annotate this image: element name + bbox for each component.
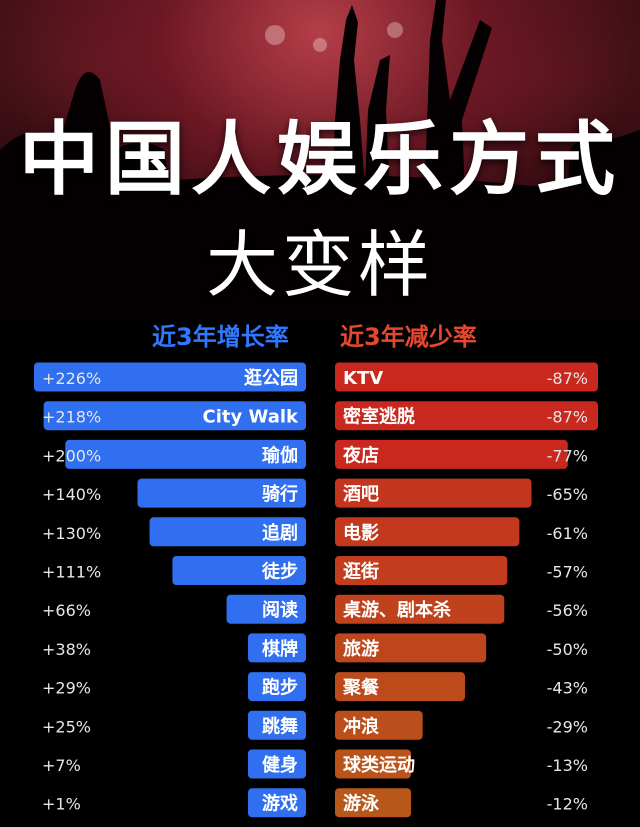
- growth-bar: [172, 556, 306, 585]
- growth-bar: [149, 517, 306, 547]
- title-line-2: 大变样: [205, 223, 434, 307]
- decline-category-label: 游泳: [343, 793, 380, 815]
- decline-bar: [335, 401, 598, 431]
- growth-category-label: City Walk: [203, 407, 300, 428]
- growth-bar: [226, 594, 306, 624]
- crowd-silhouette: [0, 0, 640, 320]
- decline-value-label: -29%: [547, 717, 588, 736]
- growth-category-label: 健身: [262, 754, 298, 776]
- decline-bar: [335, 710, 423, 740]
- decline-value-label: -43%: [547, 679, 588, 698]
- decline-bar: [335, 439, 568, 469]
- growth-bar: [248, 788, 306, 818]
- growth-category-label: 瑜伽: [262, 444, 298, 466]
- growth-column-header: 近3年增长率: [152, 323, 289, 351]
- growth-category-label: 骑行: [262, 483, 298, 505]
- decline-category-label: 冲浪: [343, 715, 379, 737]
- decline-category-label: 密室逃脱: [343, 406, 415, 428]
- decline-bar: [335, 556, 508, 585]
- growth-category-label: 跳舞: [262, 715, 298, 737]
- decline-bar: [335, 517, 520, 547]
- growth-bar: [248, 672, 306, 702]
- decline-bar: [335, 594, 505, 624]
- decline-column-header: 近3年减少率: [340, 323, 477, 351]
- decline-category-label: 酒吧: [343, 483, 379, 505]
- growth-bar: [43, 401, 306, 431]
- growth-bar: [248, 633, 306, 663]
- decline-value-label: -87%: [547, 408, 588, 427]
- decline-value-label: -61%: [547, 524, 588, 543]
- decline-bar: [335, 633, 487, 663]
- decline-value-label: -77%: [547, 446, 588, 465]
- growth-value-label: +25%: [42, 717, 91, 736]
- concert-background: [0, 0, 640, 320]
- growth-value-label: +7%: [42, 756, 81, 775]
- decline-category-label: 桌游、剧本杀: [342, 599, 451, 621]
- growth-bar: [248, 749, 306, 779]
- growth-bar: [248, 710, 306, 740]
- growth-category-label: 逛公园: [244, 367, 298, 389]
- growth-category-label: 棋牌: [262, 638, 298, 660]
- decline-category-label: 聚餐: [342, 677, 380, 699]
- growth-value-label: +140%: [42, 485, 101, 504]
- growth-value-label: +130%: [42, 524, 101, 543]
- decline-bar: [335, 788, 411, 818]
- growth-bar: [65, 439, 306, 469]
- decline-value-label: -56%: [547, 601, 588, 620]
- decline-category-label: 夜店: [342, 444, 379, 466]
- growth-value-label: +66%: [42, 601, 91, 620]
- growth-bar: [137, 478, 306, 508]
- decline-value-label: -12%: [547, 795, 588, 814]
- title-line-1: 中国人娱乐方式: [19, 113, 621, 206]
- growth-value-label: +111%: [42, 563, 101, 582]
- growth-value-label: +38%: [42, 640, 91, 659]
- decline-category-label: 旅游: [343, 638, 379, 660]
- growth-category-label: 徒步: [261, 561, 298, 583]
- decline-category-label: 逛街: [343, 561, 379, 583]
- growth-value-label: +200%: [42, 446, 101, 465]
- decline-bar: [335, 362, 598, 392]
- decline-value-label: -65%: [547, 485, 588, 504]
- decline-bar: [335, 672, 465, 702]
- growth-value-label: +218%: [42, 408, 101, 427]
- decline-bar: [335, 749, 411, 779]
- growth-bar: [34, 362, 306, 392]
- growth-category-label: 追剧: [262, 522, 298, 544]
- growth-category-label: 游戏: [262, 793, 298, 815]
- decline-bar: [335, 478, 532, 508]
- growth-value-label: +226%: [42, 369, 101, 388]
- decline-value-label: -50%: [547, 640, 588, 659]
- decline-value-label: -87%: [547, 369, 588, 388]
- decline-value-label: -57%: [547, 563, 588, 582]
- growth-category-label: 跑步: [262, 677, 298, 699]
- decline-category-label: KTV: [343, 368, 383, 389]
- decline-value-label: -13%: [547, 756, 588, 775]
- decline-category-label: 电影: [343, 522, 379, 544]
- growth-value-label: +1%: [42, 795, 81, 814]
- growth-category-label: 阅读: [262, 599, 298, 621]
- decline-category-label: 球类运动: [343, 754, 415, 776]
- growth-value-label: +29%: [42, 679, 91, 698]
